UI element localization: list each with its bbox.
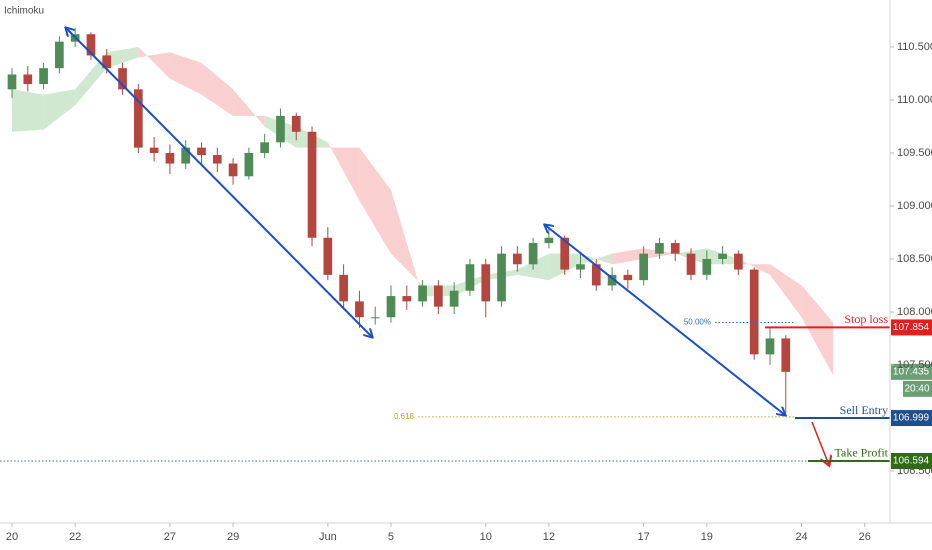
- candle-body: [23, 74, 33, 85]
- candle-body: [449, 290, 459, 307]
- candle-body: [749, 269, 759, 355]
- candle-body: [718, 253, 727, 259]
- candle-body: [212, 155, 222, 164]
- candle-body: [244, 152, 254, 177]
- candle-body: [465, 264, 475, 291]
- candle-body: [781, 338, 791, 372]
- x-tick-label: 17: [638, 531, 650, 543]
- trend-arrow: [66, 28, 372, 337]
- target-arrow: [811, 421, 829, 465]
- candle-body: [355, 301, 364, 318]
- x-tick-label: 5: [388, 531, 394, 543]
- candle-body: [497, 253, 506, 302]
- candle-body: [512, 253, 522, 265]
- chart-title: Ichimoku: [4, 6, 44, 17]
- candle-body: [339, 274, 348, 302]
- candle-body: [734, 253, 743, 270]
- candle-body: [55, 41, 64, 69]
- countdown: 20:40: [904, 383, 929, 394]
- candle-body: [528, 243, 538, 265]
- fib-label: 0.618: [394, 412, 415, 421]
- y-tick-label: 109.000: [897, 200, 932, 212]
- candle-body: [544, 237, 554, 244]
- x-tick-label: 19: [701, 531, 713, 543]
- candle-body: [7, 74, 17, 90]
- candle-body: [370, 317, 380, 319]
- x-tick-label: 26: [859, 531, 871, 543]
- candle-body: [434, 285, 443, 307]
- candle-body: [702, 258, 712, 275]
- candle-body: [481, 264, 491, 302]
- level-name: Take Profit: [835, 446, 889, 460]
- candle-body: [686, 253, 696, 275]
- last-price: 107.435: [893, 366, 930, 377]
- cloud-segment: [801, 285, 834, 376]
- level-price-box: [891, 319, 932, 336]
- level-price: 107.854: [893, 322, 930, 333]
- candle-body: [623, 274, 633, 281]
- y-tick-label: 106.500: [897, 465, 932, 477]
- countdown-box: [903, 380, 932, 397]
- x-tick-label: 22: [69, 531, 81, 543]
- x-tick-label: 12: [543, 531, 555, 543]
- x-tick-label: 10: [480, 531, 492, 543]
- x-tick-label: 27: [164, 531, 176, 543]
- level-name: Stop loss: [844, 312, 888, 326]
- x-tick-label: Jun: [319, 531, 337, 543]
- y-tick-label: 107.500: [897, 359, 932, 371]
- level-price: 106.999: [893, 413, 930, 424]
- candle-body: [323, 237, 333, 275]
- y-tick-label: 109.500: [897, 147, 932, 159]
- candle-body: [39, 68, 48, 85]
- y-tick-label: 108.000: [897, 306, 932, 318]
- x-tick-label: 24: [795, 531, 807, 543]
- cloud-segment: [12, 89, 44, 132]
- x-tick-label: 29: [227, 531, 239, 543]
- cloud-segment: [390, 190, 423, 297]
- candle-body: [260, 142, 270, 153]
- candle-body: [307, 131, 317, 238]
- level-price-box: [891, 410, 932, 427]
- candle-body: [149, 147, 159, 153]
- x-tick-label: 20: [6, 531, 18, 543]
- candle-body: [197, 147, 206, 156]
- candle-body: [765, 338, 775, 355]
- candle-body: [670, 243, 680, 254]
- candle-body: [165, 152, 175, 164]
- trend-arrow: [545, 225, 785, 415]
- candle-body: [655, 243, 664, 254]
- trend-arrows: [66, 28, 829, 465]
- fib-label: 50.00%: [684, 318, 711, 327]
- candle-body: [276, 115, 285, 143]
- overlay-layer: 50.00% 0.618 Stop loss 107.854 Sell Entry 106…: [0, 312, 932, 469]
- y-tick-label: 110.000: [897, 94, 932, 106]
- candle-body: [402, 296, 412, 302]
- candle-body: [418, 285, 427, 302]
- candle-body: [386, 296, 396, 318]
- candle-body: [291, 115, 301, 132]
- level-price: 106.594: [893, 456, 930, 467]
- y-tick-label: 108.500: [897, 253, 932, 265]
- candle-body: [576, 264, 585, 270]
- last-price-box: [891, 363, 932, 380]
- level-name: Sell Entry: [840, 403, 888, 417]
- candle-body: [228, 163, 238, 177]
- y-tick-label: 110.500: [897, 41, 932, 53]
- level-price-box: [891, 452, 932, 469]
- candle-body: [639, 253, 648, 281]
